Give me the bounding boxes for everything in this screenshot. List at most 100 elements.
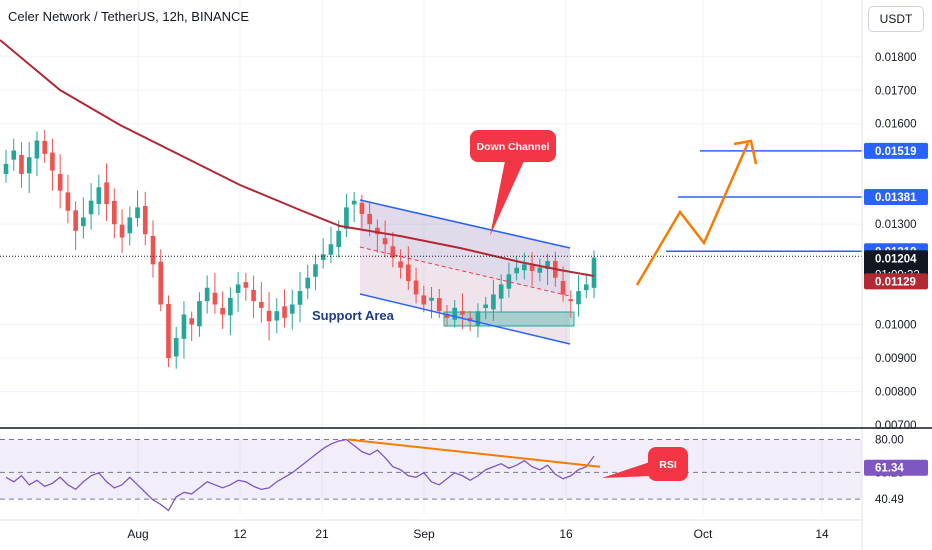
candle <box>328 226 334 263</box>
candle-body <box>266 310 272 322</box>
candle-body <box>421 295 427 305</box>
support-area-label: Support Area <box>312 308 395 323</box>
x-tick-label: 12 <box>233 527 247 541</box>
candle <box>135 190 140 227</box>
candle-body <box>57 173 63 191</box>
candle <box>204 275 210 314</box>
candle <box>498 274 504 313</box>
down-channel-callout-tail <box>490 161 524 236</box>
candle-body <box>119 224 125 238</box>
candle <box>576 275 581 317</box>
candle-body <box>258 301 264 308</box>
candle-body <box>460 311 465 315</box>
candle-body <box>88 200 94 215</box>
candle <box>390 232 396 268</box>
candle <box>320 238 326 269</box>
channel-upper-line <box>359 199 571 249</box>
candle-body <box>568 299 574 302</box>
candle <box>11 138 17 171</box>
candle <box>104 163 109 221</box>
rsi-line <box>5 438 595 512</box>
x-tick-label: Aug <box>127 527 148 541</box>
candle-body <box>359 202 365 215</box>
candle <box>158 249 164 312</box>
candle-body <box>104 182 109 205</box>
candle <box>375 219 380 253</box>
candle-body <box>560 280 566 295</box>
candle-body <box>405 264 411 282</box>
candle-body <box>228 297 233 316</box>
candle-body <box>367 213 372 225</box>
rsi-level-label: 80.00 <box>875 435 904 447</box>
candle-body <box>382 238 388 245</box>
candle <box>181 301 187 359</box>
candle-body <box>305 277 311 289</box>
candle <box>34 131 40 177</box>
price-label-text: 0.01129 <box>875 276 916 288</box>
candle <box>460 293 465 330</box>
candle-body <box>142 205 148 235</box>
down-channel-callout <box>470 130 556 162</box>
ma-line <box>0 39 595 277</box>
price-label-resistance: 0.01519 <box>864 142 928 159</box>
candle <box>491 279 496 321</box>
candle <box>166 295 171 367</box>
candle <box>119 209 125 254</box>
candle <box>452 300 458 328</box>
candle-body <box>111 200 117 225</box>
candle <box>197 292 202 337</box>
rsi-level-label: 40.49 <box>875 494 904 506</box>
candle <box>382 220 388 258</box>
candle-body <box>50 152 55 171</box>
candle-body <box>3 163 9 174</box>
moving-average <box>0 39 595 277</box>
price-label-text: 0.01381 <box>875 192 917 204</box>
candle-body <box>197 301 202 327</box>
candle <box>88 183 94 230</box>
candle-body <box>498 284 504 299</box>
candle-body <box>19 154 24 174</box>
chart-title: Celer Network / TetherUS, 12h, BINANCE <box>8 9 250 24</box>
projection-arrow <box>635 142 750 286</box>
candle <box>545 253 550 285</box>
candle <box>483 296 489 320</box>
y-tick-label: 0.01600 <box>875 119 917 131</box>
x-tick-label: Sep <box>413 527 435 541</box>
candle <box>351 192 357 223</box>
channel-lower-line <box>359 293 571 345</box>
candle <box>235 272 241 312</box>
candle <box>413 267 419 304</box>
annotations: Down Channel Support Area <box>0 130 862 345</box>
candle-body <box>576 291 581 305</box>
time-axis: Aug 12 21 Sep 16 Oct 14 <box>127 527 829 541</box>
candle <box>228 287 233 336</box>
candle <box>111 188 117 239</box>
candle-body <box>320 254 326 260</box>
rsi-callout-label: RSI <box>659 459 677 471</box>
candle <box>398 249 403 279</box>
candle-body <box>150 235 156 265</box>
candle <box>50 138 55 191</box>
candle-body <box>545 260 550 269</box>
x-tick-label: Oct <box>694 527 713 541</box>
candle-body <box>189 318 195 325</box>
candle-body <box>483 304 489 309</box>
price-label-moving-average: 0.01129 <box>864 273 928 290</box>
candle-body <box>204 287 210 302</box>
candle <box>81 197 86 239</box>
candle-body <box>429 297 434 301</box>
candle-body <box>135 207 140 219</box>
candle-body <box>351 200 357 205</box>
y-tick-label: 0.00900 <box>875 353 917 365</box>
candle-body <box>42 140 48 154</box>
candle <box>3 149 9 183</box>
y-tick-label: 0.00800 <box>875 387 917 399</box>
candle <box>173 326 179 369</box>
candle-body <box>506 274 512 289</box>
currency-button[interactable]: USDT <box>868 6 924 32</box>
candle-body <box>34 140 40 159</box>
price-label-box <box>864 189 928 206</box>
candle-body <box>173 337 179 357</box>
